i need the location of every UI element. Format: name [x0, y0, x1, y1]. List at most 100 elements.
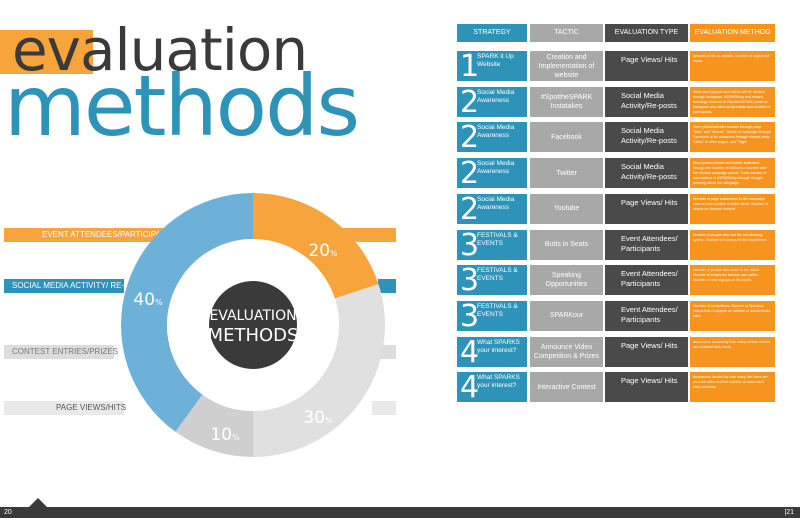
strategy-cell: 3 FESTIVALS & EVENTS — [457, 263, 527, 299]
donut-slice — [253, 284, 385, 457]
header-evaluation-type: EVALUATION TYPE — [605, 24, 688, 42]
evaluation-method-cell: Most posted photos and tweets evaluated … — [690, 158, 775, 189]
strategy-cell: 4 What SPARKS your interest? — [457, 334, 527, 370]
strategy-name: Social Media Awareness — [477, 195, 515, 211]
strategy-name: Social Media Awareness — [477, 124, 515, 140]
page-number-right-value: 21 — [786, 509, 794, 516]
evaluation-method-cell: Store photo/activities tracked through p… — [690, 122, 775, 153]
tactic-cell: Facebook — [530, 122, 603, 153]
strategy-number: 4 — [460, 334, 480, 370]
legend-band-event-attendees-right — [338, 228, 396, 242]
slice-value-label: 40% — [133, 290, 163, 310]
evaluation-type-cell: Event Attendees/ Participants — [605, 265, 688, 296]
tactic-cell: Butts in Seats — [530, 229, 603, 260]
strategy-number: 2 — [460, 191, 480, 227]
slice-value-label: 30% — [303, 408, 333, 428]
strategy-cell: 1 SPARK it Up Website — [457, 49, 527, 84]
slice-value-label: 20% — [308, 241, 338, 261]
table-row: 1 SPARK it Up Website Creation and Impleme… — [457, 49, 775, 84]
header-evaluation-method: EVALUATION METHOD — [690, 24, 775, 42]
center-label-line2: METHODS — [208, 325, 299, 346]
strategy-name: FESTIVALS & EVENTS — [477, 302, 518, 318]
evaluation-method-cell: Number of people who use the cloudtracin… — [690, 229, 775, 260]
evaluation-type-cell: Page Views/ Hits — [605, 51, 688, 81]
strategy-cell: 2 Social Media Awareness — [457, 84, 527, 120]
header-strategy: STRATEGY — [457, 24, 527, 42]
strategy-name: SPARK it Up Website — [477, 53, 514, 68]
strategy-number: 2 — [460, 120, 480, 156]
strategy-number: 3 — [460, 298, 480, 334]
table-row: 4 What SPARKS your interest? Announce Vide… — [457, 334, 775, 370]
donut-hole — [167, 239, 339, 411]
table-row: 3 FESTIVALS & EVENTS SPARKour Event Attende… — [457, 298, 775, 334]
legend-band-social-media: SOCIAL MEDIA ACTIVITY/ RE-POSTS — [4, 279, 151, 293]
evaluation-type-cell: Event Attendees/ Participants — [605, 229, 688, 260]
strategy-number: 1 — [460, 49, 480, 84]
tactic-cell: Youtube — [530, 193, 603, 224]
page-number-right: |21 — [784, 509, 794, 516]
legend-label: PAGE VIEWS/HITS — [56, 403, 127, 412]
title-highlight — [0, 30, 93, 74]
donut-slice — [175, 394, 253, 457]
strategy-name: Social Media Awareness — [477, 88, 515, 104]
table-row: 3 FESTIVALS & EVENTS Butts in Seats Event A… — [457, 229, 775, 260]
legend-label: SOCIAL MEDIA ACTIVITY/ RE-POSTS — [12, 281, 152, 290]
legend-band-social-media-right — [378, 279, 396, 293]
strategy-name: FESTIVALS & EVENTS — [477, 267, 518, 283]
evaluation-type-cell: Social Media Activity/Re-posts — [605, 86, 688, 117]
evaluation-type-cell: Social Media Activity/Re-posts — [605, 122, 688, 153]
page-footer: 20 |21 — [0, 507, 800, 518]
strategy-name: Social Media Awareness — [477, 160, 515, 176]
evaluation-method-cell: Most used graphic and videos will be tra… — [690, 86, 775, 117]
strategy-cell: 3 FESTIVALS & EVENTS — [457, 298, 527, 334]
evaluation-method-cell: Awareness tracked by how many contest en… — [690, 336, 775, 367]
center-label-line1: EVALUATION — [209, 308, 296, 324]
evaluation-method-cell: Number of competitors. Number of Sparkou… — [690, 300, 775, 331]
strategy-cell: 2 Social Media Awareness — [457, 120, 527, 156]
legend-label: EVENT ATTENDEES/PARTICIPANTS — [42, 230, 177, 239]
strategy-cell: 2 Social Media Awareness — [457, 191, 527, 227]
tactic-cell: Announce Video Competition & Prizes — [530, 336, 603, 367]
legend-band-page-views-right — [372, 401, 396, 415]
footer-marker — [29, 498, 47, 507]
strategy-name: What SPARKS your interest? — [477, 338, 520, 354]
strategy-name: FESTIVALS & EVENTS — [477, 231, 518, 247]
evaluation-method-cell: Number of people who come to the booth. … — [690, 265, 775, 296]
evaluation-method-cell: Awareness tracked by how many hits there… — [690, 372, 775, 403]
page-number-left: 20 — [4, 509, 12, 516]
header-tactic: TACTIC — [530, 24, 603, 42]
tactic-cell: Interactive Contest — [530, 372, 603, 403]
page-title-methods: methods — [4, 57, 360, 155]
table-row: 4 What SPARKS your interest? Interactive C… — [457, 370, 775, 406]
tactic-cell: Creation and Implementation of website — [530, 51, 603, 81]
slice-value-label: 10% — [210, 425, 240, 445]
legend-band-event-attendees: EVENT ATTENDEES/PARTICIPANTS — [4, 228, 177, 242]
title-uation-part: uation — [129, 16, 308, 84]
legend-label: CONTEST ENTRIES/PRIZES — [12, 347, 119, 356]
tactic-cell: Twitter — [530, 158, 603, 189]
table-row: 2 Social Media Awareness #SpottheSPARK Ins… — [457, 84, 775, 120]
evaluation-type-cell: Social Media Activity/Re-posts — [605, 158, 688, 189]
table-row: 3 FESTIVALS & EVENTS Speaking Opportunitie… — [457, 263, 775, 299]
evaluation-type-cell: Page Views/ Hits — [605, 372, 688, 403]
evaluation-method-cell: Number of page subscribers to the campai… — [690, 193, 775, 224]
tactic-cell: #SpottheSPARK Instatakes — [530, 86, 603, 117]
evaluation-method-cell: Amount of hits to website. Number of reg… — [690, 51, 775, 81]
evaluation-type-cell: Page Views/ Hits — [605, 193, 688, 224]
table-row: 2 Social Media Awareness Twitter Social Med… — [457, 156, 775, 192]
evaluation-type-cell: Event Attendees/ Participants — [605, 300, 688, 331]
table-row: 2 Social Media Awareness Youtube Page Views… — [457, 191, 775, 227]
strategy-cell: 4 What SPARKS your interest? — [457, 370, 527, 406]
strategy-cell: 3 FESTIVALS & EVENTS — [457, 229, 527, 260]
evaluation-type-cell: Page Views/ Hits — [605, 336, 688, 367]
strategy-number: 4 — [460, 370, 480, 406]
donut-slice — [253, 193, 379, 299]
strategy-name: What SPARKS your interest? — [477, 374, 520, 390]
strategy-number: 3 — [460, 263, 480, 299]
center-circle — [209, 281, 297, 369]
tactic-cell: SPARKour — [530, 300, 603, 331]
strategy-number: 2 — [460, 84, 480, 120]
strategy-number: 2 — [460, 156, 480, 192]
legend-band-contest-entries: CONTEST ENTRIES/PRIZES — [4, 345, 118, 359]
strategy-cell: 2 Social Media Awareness — [457, 156, 527, 192]
